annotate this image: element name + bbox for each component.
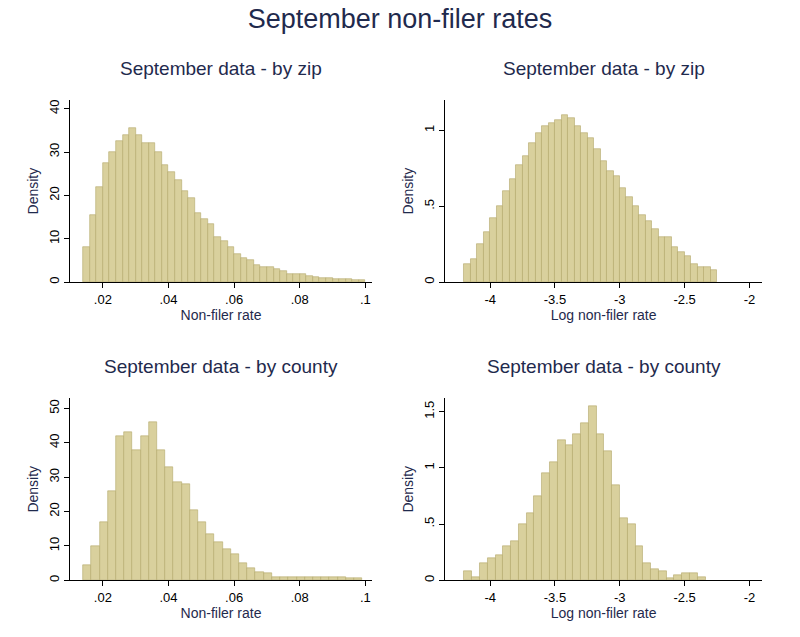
svg-text:Density: Density bbox=[400, 168, 416, 215]
svg-text:30: 30 bbox=[47, 468, 62, 482]
svg-text:September data - by zip: September data - by zip bbox=[120, 58, 322, 79]
svg-text:-3: -3 bbox=[614, 590, 626, 605]
svg-text:10: 10 bbox=[47, 537, 62, 551]
svg-text:10: 10 bbox=[47, 230, 62, 244]
svg-text:.5: .5 bbox=[422, 199, 437, 210]
svg-text:.02: .02 bbox=[94, 292, 112, 307]
svg-text:.1: .1 bbox=[360, 292, 371, 307]
svg-text:Log non-filer rate: Log non-filer rate bbox=[551, 605, 657, 621]
svg-text:.02: .02 bbox=[94, 590, 112, 605]
svg-text:1: 1 bbox=[422, 462, 437, 469]
svg-text:September data - by zip: September data - by zip bbox=[503, 58, 705, 79]
svg-text:.5: .5 bbox=[422, 517, 437, 528]
svg-text:20: 20 bbox=[47, 502, 62, 516]
svg-text:.08: .08 bbox=[291, 590, 309, 605]
svg-text:20: 20 bbox=[47, 186, 62, 200]
svg-text:.08: .08 bbox=[291, 292, 309, 307]
svg-text:-3.5: -3.5 bbox=[544, 590, 566, 605]
svg-text:Non-filer rate: Non-filer rate bbox=[181, 307, 262, 323]
svg-text:Density: Density bbox=[25, 168, 41, 215]
svg-text:-3: -3 bbox=[614, 292, 626, 307]
svg-text:-4: -4 bbox=[484, 590, 496, 605]
svg-text:-3.5: -3.5 bbox=[544, 292, 566, 307]
svg-text:50: 50 bbox=[47, 399, 62, 413]
svg-text:30: 30 bbox=[47, 143, 62, 157]
svg-text:September data - by county: September data - by county bbox=[104, 356, 338, 377]
svg-text:1: 1 bbox=[422, 125, 437, 132]
svg-text:Density: Density bbox=[25, 466, 41, 513]
svg-text:0: 0 bbox=[47, 575, 62, 582]
svg-text:0: 0 bbox=[47, 277, 62, 284]
svg-text:.04: .04 bbox=[159, 292, 177, 307]
svg-text:-2: -2 bbox=[744, 590, 756, 605]
svg-text:1.5: 1.5 bbox=[422, 401, 437, 419]
svg-text:Density: Density bbox=[400, 466, 416, 513]
svg-text:September data - by county: September data - by county bbox=[487, 356, 721, 377]
svg-text:September non-filer rates: September non-filer rates bbox=[248, 4, 553, 34]
svg-text:40: 40 bbox=[47, 434, 62, 448]
svg-text:Log non-filer rate: Log non-filer rate bbox=[551, 307, 657, 323]
svg-text:40: 40 bbox=[47, 100, 62, 114]
svg-text:0: 0 bbox=[422, 277, 437, 284]
svg-text:.06: .06 bbox=[225, 590, 243, 605]
svg-text:0: 0 bbox=[422, 575, 437, 582]
svg-text:.06: .06 bbox=[225, 292, 243, 307]
svg-text:-2.5: -2.5 bbox=[673, 292, 695, 307]
svg-text:.04: .04 bbox=[159, 590, 177, 605]
svg-text:-4: -4 bbox=[484, 292, 496, 307]
svg-text:Non-filer rate: Non-filer rate bbox=[181, 605, 262, 621]
svg-text:-2.5: -2.5 bbox=[673, 590, 695, 605]
svg-text:.1: .1 bbox=[360, 590, 371, 605]
svg-text:-2: -2 bbox=[744, 292, 756, 307]
